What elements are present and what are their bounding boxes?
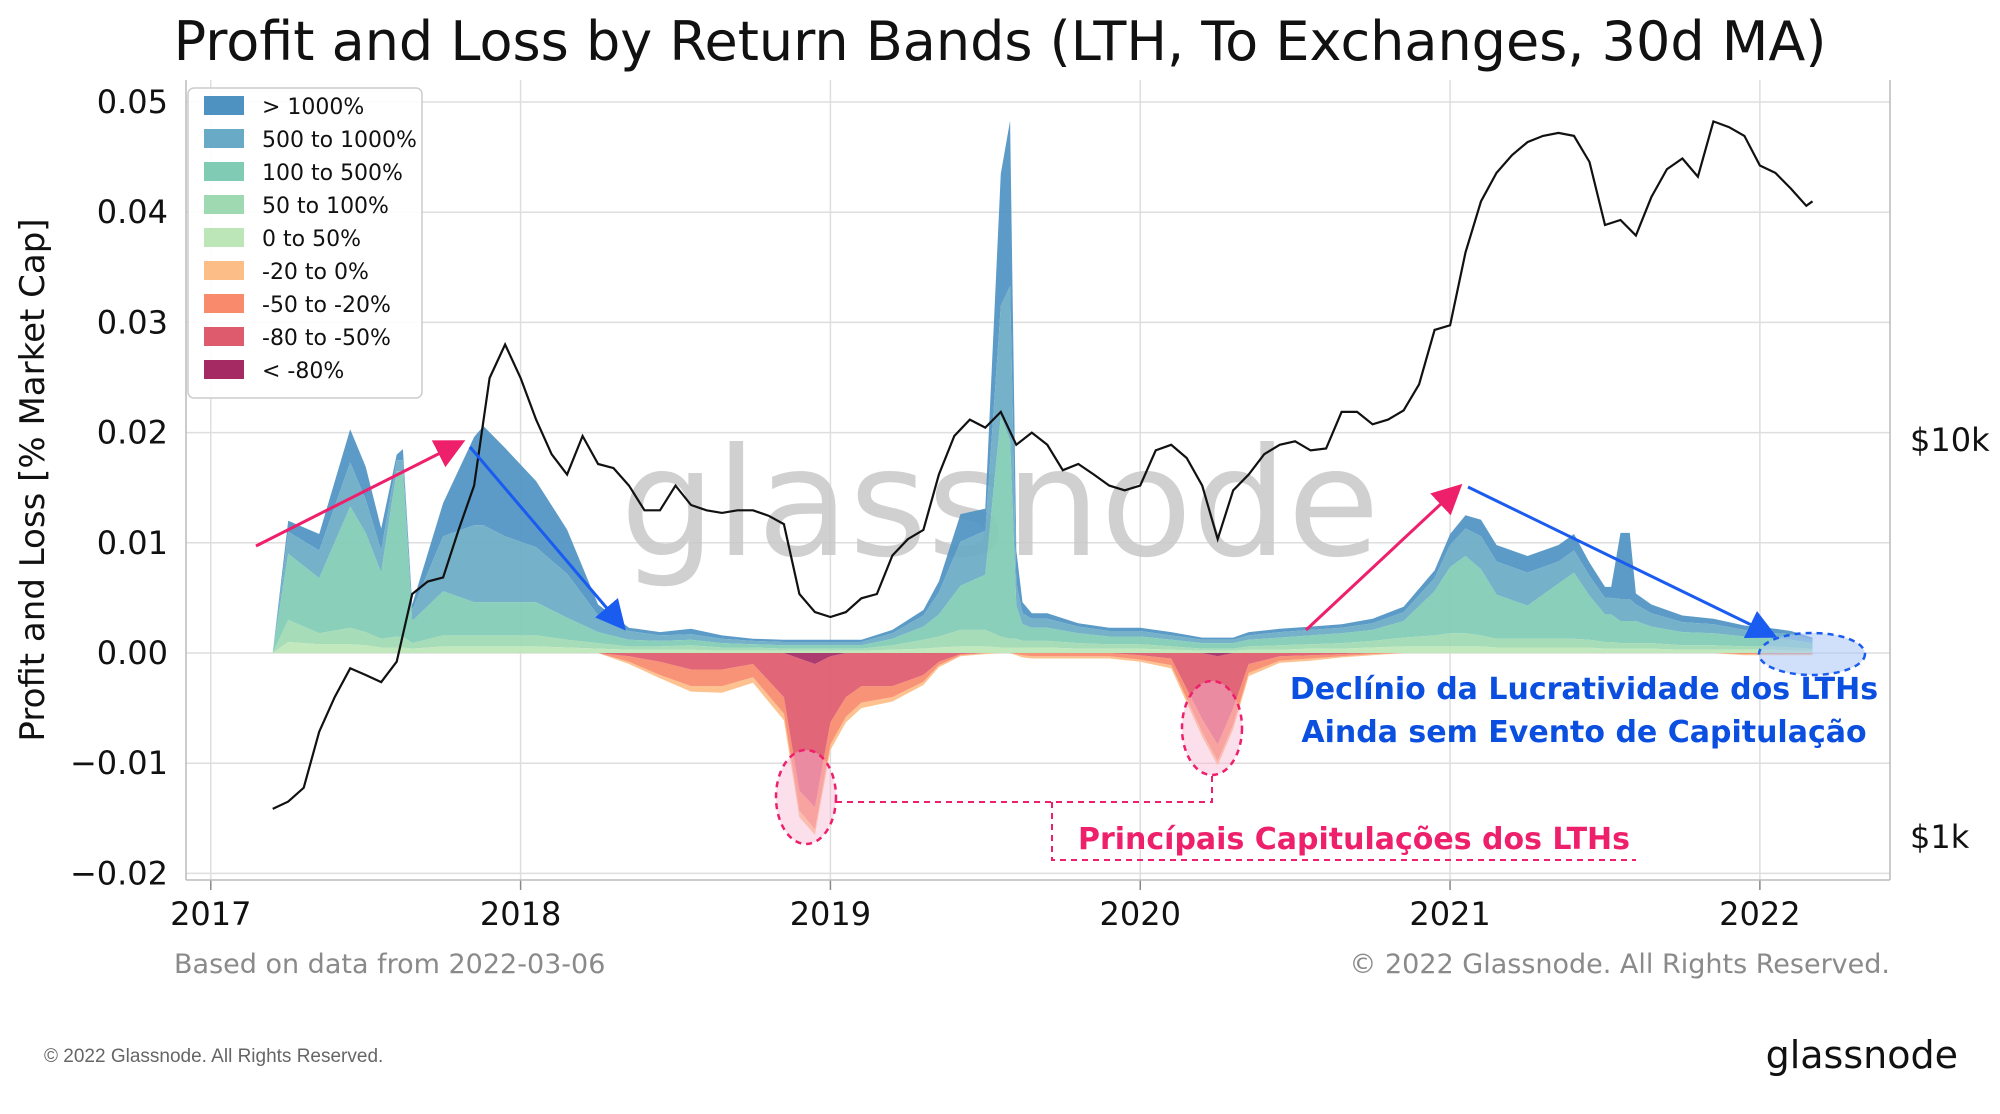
decline-annotation-line2: Ainda sem Evento de Capitulação	[1301, 715, 1866, 750]
y-tick-label: −0.02	[70, 854, 168, 892]
legend-label: < -80%	[262, 359, 344, 384]
chart-copyright: © 2022 Glassnode. All Rights Reserved.	[1349, 949, 1890, 980]
arrow-rise-2021	[1304, 483, 1463, 632]
current-highlight-2022	[1757, 631, 1867, 677]
area-series	[272, 120, 1813, 835]
area-band	[272, 642, 1813, 653]
y-tick-label: 0.05	[97, 83, 168, 121]
legend: > 1000% 500 to 1000% 100 to 500% 50 to 100%…	[187, 87, 423, 399]
x-tick-label: 2020	[1100, 895, 1181, 933]
right-tick-1k: $1k	[1910, 818, 1970, 856]
legend-label: 0 to 50%	[262, 227, 361, 252]
y-tick-label: −0.01	[70, 744, 168, 782]
capitulation-label-bracket	[1051, 802, 1636, 861]
legend-swatch	[204, 327, 244, 346]
decline-annotation-line1: Declínio da Lucratividade dos LTHs	[1290, 672, 1878, 707]
y-tick-label: 0.02	[97, 414, 168, 452]
capitulation-highlight-2020	[1180, 679, 1244, 777]
y-tick-label: 0.04	[97, 193, 168, 231]
legend-swatch	[204, 228, 244, 247]
area-band	[272, 416, 1813, 653]
x-tick-label: 2018	[480, 895, 561, 933]
x-tick-label: 2022	[1719, 895, 1800, 933]
axes	[185, 80, 1891, 881]
legend-swatch	[204, 162, 244, 181]
y-tick-label: 0.03	[97, 303, 168, 341]
legend-swatch	[204, 195, 244, 214]
y-tick-label: 0.00	[97, 634, 168, 672]
capitulation-annotation: Princípais Capitulações dos LTHs	[1078, 822, 1630, 857]
capitulation-highlight-2018	[774, 748, 838, 846]
legend-swatch	[204, 294, 244, 313]
page-copyright: © 2022 Glassnode. All Rights Reserved.	[44, 1046, 383, 1067]
page-brand-logo: glassnode	[1766, 1033, 1958, 1077]
y-axis-label: Profit and Loss [% Market Cap]	[13, 218, 53, 741]
right-tick-10k: $10k	[1910, 421, 1990, 459]
arrow-decline-2018	[468, 446, 626, 631]
legend-label: -80 to -50%	[262, 326, 391, 351]
x-tick-label: 2019	[790, 895, 871, 933]
legend-swatch	[204, 129, 244, 148]
capitulation-connector	[836, 776, 1213, 803]
y-tick-label: 0.01	[97, 524, 168, 562]
legend-swatch	[204, 360, 244, 379]
price-line	[272, 119, 1814, 810]
y-tick-labels: 0.05 0.04 0.03 0.02 0.01 0.00 −0.01 −0.02	[70, 83, 168, 892]
chart-title: Profit and Loss by Return Bands (LTH, To…	[174, 10, 1827, 73]
legend-label: -50 to -20%	[262, 293, 391, 318]
legend-label: -20 to 0%	[262, 260, 369, 285]
x-tick-label: 2021	[1409, 895, 1490, 933]
area-band	[272, 619, 1813, 653]
legend-box	[187, 87, 423, 399]
data-date-note: Based on data from 2022-03-06	[174, 949, 605, 980]
arrow-decline-2022	[1467, 485, 1778, 638]
legend-swatch	[204, 96, 244, 115]
arrow-rise-2017	[255, 440, 466, 548]
legend-label: 100 to 500%	[262, 161, 403, 186]
legend-swatch	[204, 261, 244, 280]
legend-label: 50 to 100%	[262, 194, 389, 219]
area-band	[272, 286, 1813, 653]
x-tick-label: 2017	[170, 895, 251, 933]
legend-label: 500 to 1000%	[262, 128, 417, 153]
x-tick-labels: 2017 2018 2019 2020 2021 2022	[170, 895, 1801, 933]
legend-label: > 1000%	[262, 95, 364, 120]
